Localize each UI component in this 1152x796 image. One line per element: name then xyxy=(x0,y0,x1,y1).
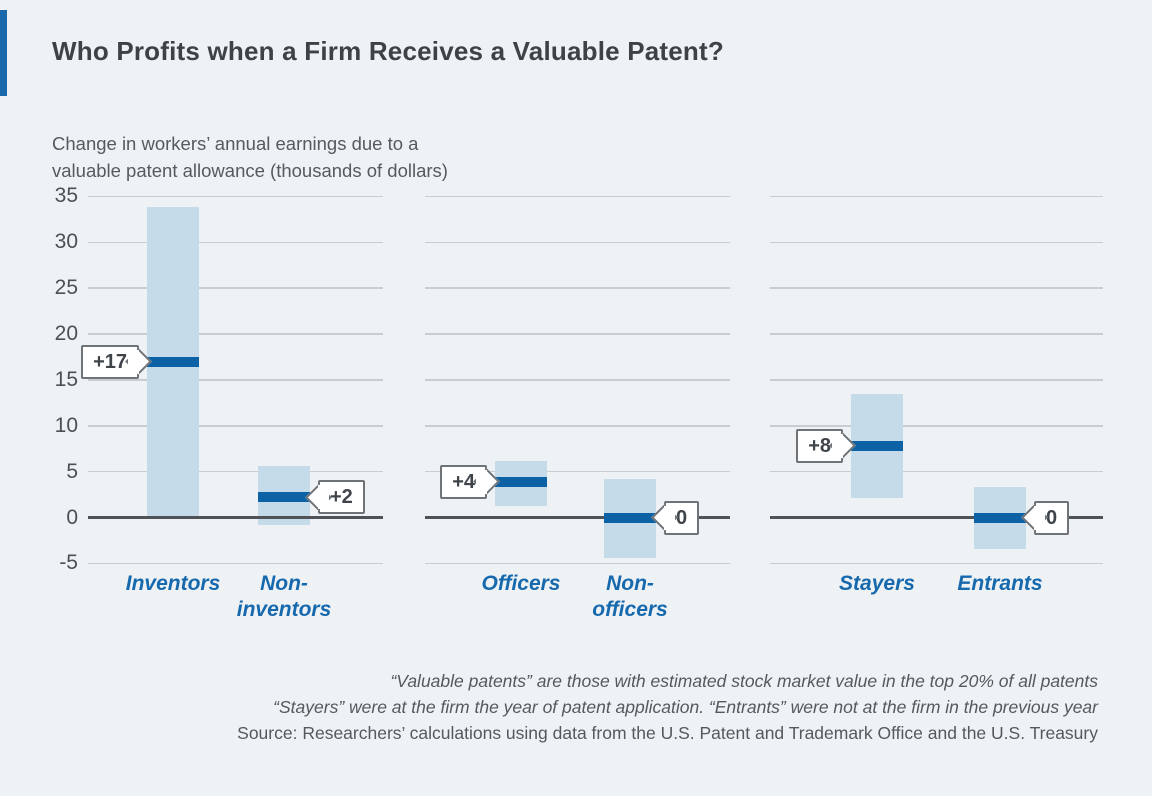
value-callout-label: 0 xyxy=(1046,506,1058,529)
gridline xyxy=(88,425,383,427)
callout-pointer-mask xyxy=(318,485,329,510)
gridline xyxy=(770,470,1103,473)
gridline xyxy=(425,425,730,427)
callout-pointer-mask xyxy=(664,505,675,530)
gridline xyxy=(425,379,730,381)
value-callout-label: +2 xyxy=(330,486,353,509)
footnote-stayers-entrants: “Stayers” were at the firm the year of p… xyxy=(273,697,1098,717)
gridline xyxy=(425,562,730,565)
value-callout: +17 xyxy=(81,344,152,379)
gridline xyxy=(88,195,383,198)
callout-pointer-mask xyxy=(1034,505,1045,530)
point-estimate-bar xyxy=(604,512,656,523)
footnote-valuable-patents: “Valuable patents” are those with estima… xyxy=(390,671,1098,691)
gridline xyxy=(770,425,1103,427)
gridline xyxy=(770,195,1103,198)
callout-pointer-mask xyxy=(128,349,139,374)
category-label: Entrants xyxy=(957,572,1043,595)
callout-pointer-mask xyxy=(832,433,843,458)
point-estimate-bar xyxy=(147,356,199,367)
category-label: Inventors xyxy=(125,572,221,595)
y-tick-label: 0 xyxy=(66,505,78,529)
value-callout-label: +4 xyxy=(452,470,475,493)
zero-axis-line xyxy=(88,515,383,520)
gridline xyxy=(770,333,1103,335)
y-tick-label: 35 xyxy=(54,184,78,208)
gridline xyxy=(88,333,383,335)
category-label: Non- officers xyxy=(592,572,668,621)
gridline xyxy=(425,241,730,244)
category-label: Officers xyxy=(481,572,561,595)
axis-description: Change in workers’ annual earnings due t… xyxy=(52,133,448,181)
point-estimate-bar xyxy=(974,512,1026,523)
gridline xyxy=(88,379,383,381)
value-callout: 0 xyxy=(651,500,700,535)
y-tick-label: 10 xyxy=(54,413,78,437)
category-label: Stayers xyxy=(839,572,915,595)
value-callout: +4 xyxy=(440,464,500,499)
zero-axis-line xyxy=(425,515,730,520)
value-callout-label: +17 xyxy=(93,350,127,373)
gridline xyxy=(770,241,1103,244)
value-callout: +8 xyxy=(796,428,856,463)
value-callout-label: 0 xyxy=(676,506,688,529)
chart-title: Who Profits when a Firm Receives a Valua… xyxy=(52,36,724,66)
point-estimate-bar xyxy=(851,440,903,451)
category-label: Non- inventors xyxy=(236,572,332,621)
gridline xyxy=(88,470,383,473)
y-tick-label: 5 xyxy=(66,459,78,483)
gridline xyxy=(88,287,383,289)
footnote-source: Source: Researchers’ calculations using … xyxy=(237,723,1098,743)
gridline xyxy=(770,379,1103,381)
gridline xyxy=(425,333,730,335)
y-tick-label: 20 xyxy=(54,322,78,346)
accent-bar xyxy=(0,10,7,96)
footnotes: “Valuable patents” are those with estima… xyxy=(148,668,1098,746)
gridline xyxy=(770,287,1103,289)
point-estimate-bar xyxy=(495,476,547,487)
gridline xyxy=(88,562,383,565)
value-callout-label: +8 xyxy=(808,434,831,457)
gridline xyxy=(770,562,1103,565)
y-tick-label: -5 xyxy=(59,551,78,575)
y-tick-label: 25 xyxy=(54,276,78,300)
zero-axis-line xyxy=(770,515,1103,520)
gridline xyxy=(88,241,383,244)
y-tick-label: 15 xyxy=(54,367,78,391)
y-tick-label: 30 xyxy=(54,230,78,254)
gridline xyxy=(425,287,730,289)
value-callout: +2 xyxy=(305,480,365,515)
gridline xyxy=(425,470,730,473)
callout-pointer-mask xyxy=(476,469,487,494)
point-estimate-bar xyxy=(258,492,310,503)
value-callout: 0 xyxy=(1021,500,1070,535)
gridline xyxy=(425,195,730,198)
